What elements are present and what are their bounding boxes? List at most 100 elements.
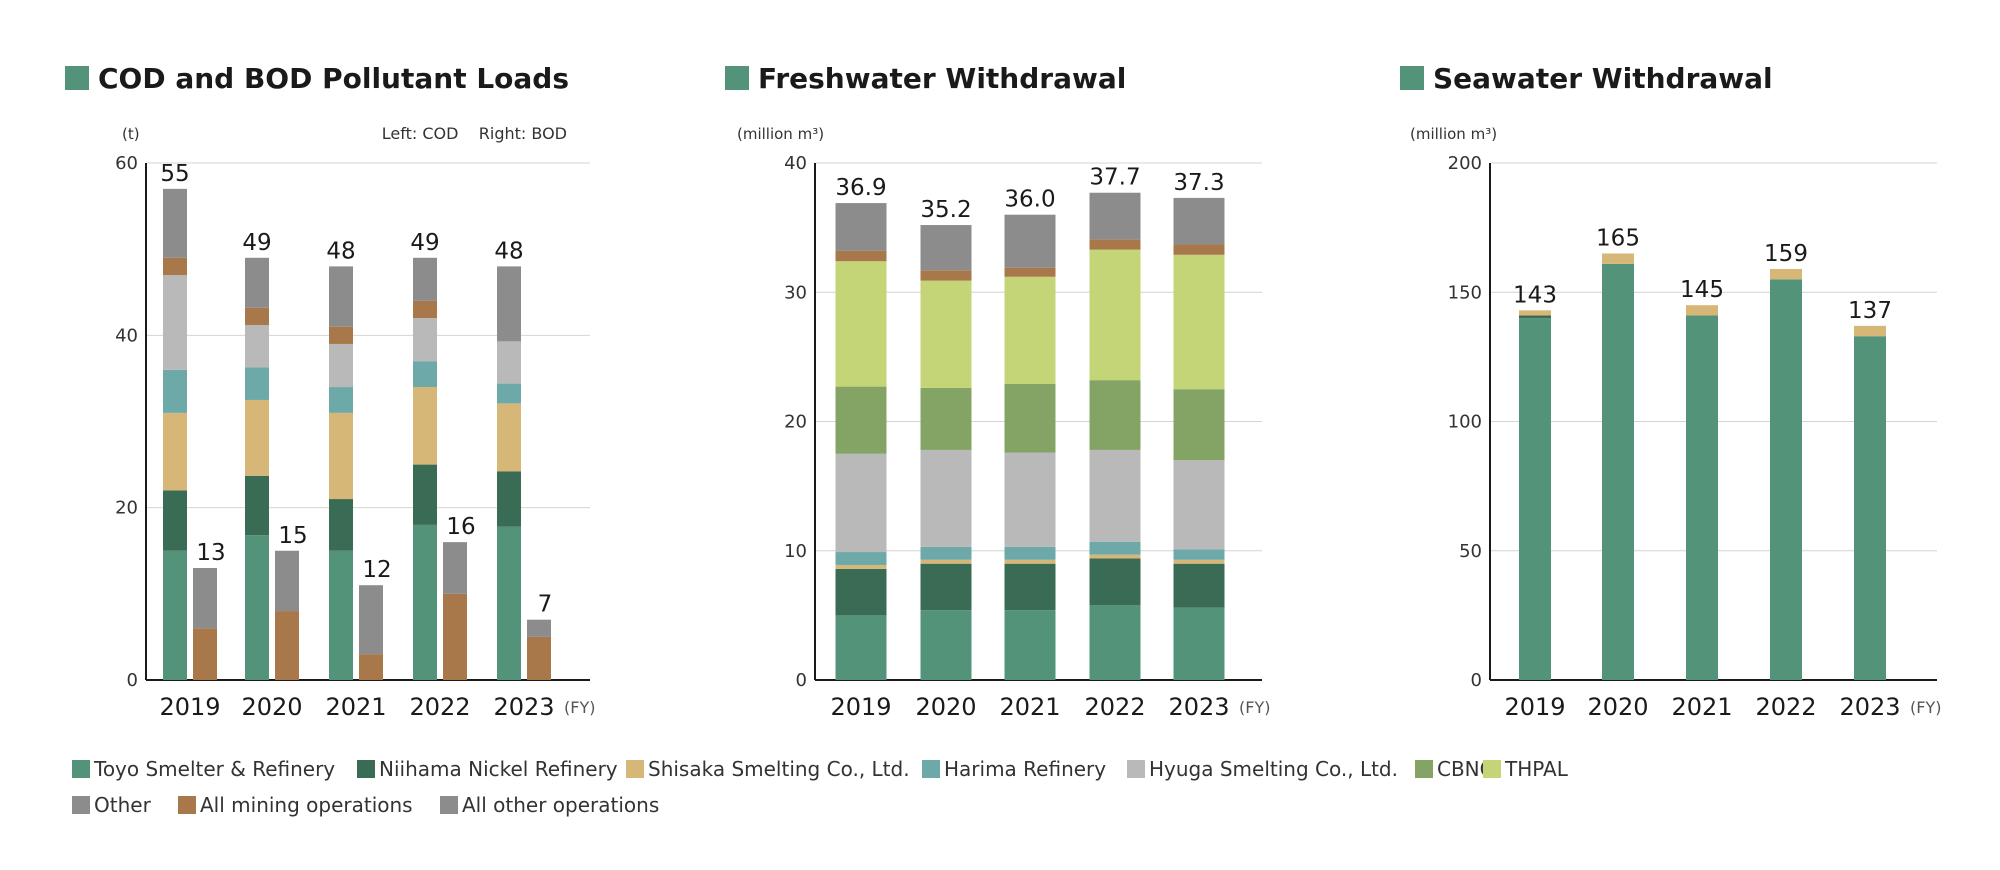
y-tick-label: 40 xyxy=(784,153,807,174)
bar-segment-harima-refinery xyxy=(1173,549,1225,560)
legend-item-hyuga-smelting-co-ltd: Hyuga Smelting Co., Ltd. xyxy=(1127,757,1398,781)
bar-segment-toyo-smelter-refinery xyxy=(1602,263,1634,680)
y-tick-label: 60 xyxy=(115,153,138,174)
legend-swatch-icon xyxy=(178,796,196,814)
bar-segment-toyo-smelter-refinery xyxy=(1854,336,1886,680)
y-unit-label: (t) xyxy=(122,125,140,143)
legend-label: Harima Refinery xyxy=(944,757,1106,781)
x-tick-label: 2023 xyxy=(493,693,554,721)
total-label: 165 xyxy=(1596,225,1640,251)
bar-segment-shisaka-smelting-co-ltd xyxy=(1686,305,1718,316)
legend-swatch-icon xyxy=(1483,760,1501,778)
x-tick-label: 2022 xyxy=(1755,693,1816,721)
bar-segment-other xyxy=(413,257,437,301)
legend-item-all-mining-operations: All mining operations xyxy=(178,793,413,817)
bar-segment-cbnc xyxy=(835,386,887,454)
bar-segment-shisaka-smelting-co-ltd xyxy=(1004,559,1056,564)
bar-segment-shisaka-smelting-co-ltd xyxy=(413,387,437,465)
bar-segment-other xyxy=(920,225,972,271)
bar-segment-all-other-operations xyxy=(359,585,383,655)
x-tick-label: 2019 xyxy=(1504,693,1565,721)
bar-segment-other xyxy=(1173,197,1225,245)
bar-segment-shisaka-smelting-co-ltd xyxy=(920,559,972,564)
bar-segment-shisaka-smelting-co-ltd xyxy=(835,564,887,569)
legend-item-other: Other xyxy=(72,793,152,817)
legend-swatch-icon xyxy=(357,760,375,778)
x-axis-suffix: (FY) xyxy=(564,698,595,717)
bar-segment-hyuga-smelting-co-ltd xyxy=(835,453,887,553)
bar-segment-all-mining-operations xyxy=(329,326,353,344)
bar-segment-all-other-operations xyxy=(275,550,299,612)
x-tick-label: 2021 xyxy=(999,693,1060,721)
bar-segment-all-mining-operations xyxy=(245,307,269,325)
bar-segment-all-mining-operations xyxy=(275,611,299,680)
x-tick-label: 2020 xyxy=(915,693,976,721)
bar-segment-other xyxy=(329,266,353,327)
bar-segment-all-mining-operations xyxy=(1004,267,1056,277)
bar-segment-toyo-smelter-refinery xyxy=(1173,607,1225,680)
y-tick-label: 0 xyxy=(1471,670,1482,691)
bar-segment-hyuga-smelting-co-ltd xyxy=(920,449,972,547)
bar-segment-toyo-smelter-refinery xyxy=(1770,279,1802,680)
bar-segment-all-mining-operations xyxy=(1173,244,1225,255)
total-label: 145 xyxy=(1680,277,1724,303)
bar-segment-other xyxy=(163,188,187,258)
x-tick-label: 2019 xyxy=(159,693,220,721)
total-label: 36.9 xyxy=(835,175,886,201)
bar-segment-toyo-smelter-refinery xyxy=(245,535,269,680)
bar-segment-harima-refinery xyxy=(413,361,437,388)
legend-item-niihama-nickel-refinery: Niihama Nickel Refinery xyxy=(357,757,618,781)
bar-segment-toyo-smelter-refinery xyxy=(329,550,353,680)
bar-segment-niihama-nickel-refinery xyxy=(1173,563,1225,608)
chart-title: Seawater Withdrawal xyxy=(1433,62,1773,95)
bar-segment-hyuga-smelting-co-ltd xyxy=(329,343,353,388)
bar-segment-shisaka-smelting-co-ltd xyxy=(1602,253,1634,264)
x-axis-suffix: (FY) xyxy=(1910,698,1941,717)
total-label: 159 xyxy=(1764,241,1808,267)
bar-segment-all-mining-operations xyxy=(1089,239,1141,250)
legend-swatch-icon xyxy=(922,760,940,778)
title-marker-icon xyxy=(725,66,749,90)
x-axis-suffix: (FY) xyxy=(1239,698,1270,717)
bar-segment-toyo-smelter-refinery xyxy=(1519,318,1551,680)
bar-segment-toyo-smelter-refinery xyxy=(413,524,437,680)
total-label-bod: 7 xyxy=(538,592,553,618)
y-tick-label: 20 xyxy=(784,412,807,433)
bar-segment-all-mining-operations xyxy=(193,628,217,680)
bar-segment-niihama-nickel-refinery xyxy=(497,471,521,527)
bar-segment-other xyxy=(1004,214,1056,268)
bar-segment-harima-refinery xyxy=(163,369,187,413)
total-label: 35.2 xyxy=(920,197,971,223)
legend-swatch-icon xyxy=(72,796,90,814)
bar-segment-toyo-smelter-refinery xyxy=(1686,315,1718,680)
bar-segment-harima-refinery xyxy=(835,552,887,565)
bar-segment-hyuga-smelting-co-ltd xyxy=(497,341,521,384)
bar-segment-cbnc xyxy=(1004,384,1056,453)
chart-seawater-withdrawal: Seawater Withdrawal (million m³) 0 50 100 150… xyxy=(1400,62,1941,721)
y-tick-label: 50 xyxy=(1459,541,1482,562)
total-label-bod: 16 xyxy=(446,514,475,540)
total-label: 36.0 xyxy=(1004,187,1055,213)
bar-segment-shisaka-smelting-co-ltd xyxy=(245,399,269,476)
x-tick-label: 2023 xyxy=(1168,693,1229,721)
total-label-cod: 49 xyxy=(410,230,439,256)
bar-segment-thpal xyxy=(1089,249,1141,381)
legend-label: All mining operations xyxy=(200,793,413,817)
legend-swatch-icon xyxy=(1127,760,1145,778)
x-tick-label: 2023 xyxy=(1839,693,1900,721)
x-tick-label: 2020 xyxy=(241,693,302,721)
chart-title: Freshwater Withdrawal xyxy=(758,62,1126,95)
bar-segment-niihama-nickel-refinery xyxy=(1519,315,1551,319)
bar-segment-shisaka-smelting-co-ltd xyxy=(497,403,521,472)
chart-freshwater-withdrawal: Freshwater Withdrawal (million m³) 0 10 20 30… xyxy=(725,62,1270,721)
bar-segment-all-mining-operations xyxy=(413,300,437,319)
bar-segment-all-other-operations xyxy=(527,619,551,637)
bar-segment-hyuga-smelting-co-ltd xyxy=(163,275,187,370)
bar-segment-all-mining-operations xyxy=(527,636,551,680)
legend-item-cbnc: CBNC xyxy=(1415,757,1494,781)
total-label-cod: 48 xyxy=(494,238,523,264)
legend-item-shisaka-smelting-co-ltd: Shisaka Smelting Co., Ltd. xyxy=(626,757,910,781)
y-tick-label: 0 xyxy=(127,670,138,691)
bar-segment-toyo-smelter-refinery xyxy=(1089,605,1141,680)
bar-segment-other xyxy=(497,266,521,342)
